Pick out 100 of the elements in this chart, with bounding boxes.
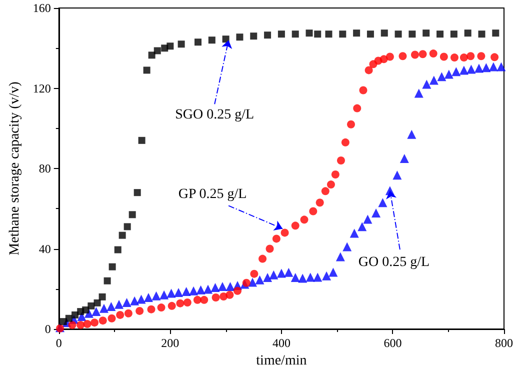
point bbox=[440, 52, 448, 61]
point bbox=[128, 211, 136, 218]
point bbox=[341, 138, 350, 146]
point bbox=[208, 36, 216, 44]
point bbox=[300, 216, 308, 224]
point bbox=[366, 30, 374, 38]
point bbox=[226, 290, 234, 299]
point bbox=[380, 55, 388, 64]
point bbox=[450, 54, 458, 62]
point bbox=[108, 314, 116, 322]
point bbox=[98, 316, 107, 325]
point bbox=[65, 314, 72, 322]
point bbox=[478, 30, 486, 38]
point bbox=[76, 320, 85, 329]
x-tick-label: 800 bbox=[495, 336, 513, 350]
x-tick-label: 0 bbox=[56, 336, 62, 350]
y-tick-label: 160 bbox=[32, 1, 51, 15]
y-tick-label: 0 bbox=[44, 322, 51, 336]
point bbox=[460, 54, 468, 62]
annotation: GO 0.25 g/L bbox=[358, 255, 430, 270]
point bbox=[148, 52, 156, 59]
point bbox=[222, 36, 230, 43]
y-tick-label: 120 bbox=[32, 81, 51, 96]
point bbox=[359, 86, 368, 94]
point bbox=[134, 189, 141, 196]
point bbox=[236, 34, 244, 41]
point bbox=[450, 30, 458, 38]
point bbox=[266, 244, 274, 253]
point bbox=[306, 30, 313, 37]
point bbox=[143, 66, 150, 74]
point bbox=[309, 207, 318, 216]
point bbox=[264, 32, 272, 39]
point bbox=[136, 306, 144, 315]
point bbox=[353, 104, 362, 112]
point bbox=[147, 305, 156, 314]
point bbox=[353, 30, 360, 37]
point bbox=[394, 30, 402, 38]
point bbox=[466, 52, 475, 60]
annotation: GP 0.25 g/L bbox=[178, 187, 247, 202]
point bbox=[118, 232, 126, 239]
point bbox=[68, 320, 76, 329]
point bbox=[183, 298, 192, 307]
point bbox=[386, 52, 394, 61]
x-tick-label: 600 bbox=[384, 336, 402, 350]
point bbox=[410, 50, 419, 59]
point bbox=[108, 263, 116, 270]
point bbox=[464, 30, 472, 37]
point bbox=[492, 30, 500, 37]
point bbox=[154, 47, 161, 54]
point bbox=[477, 52, 486, 60]
point bbox=[408, 30, 416, 38]
point bbox=[94, 299, 101, 306]
point bbox=[90, 318, 99, 327]
point bbox=[98, 293, 106, 300]
point bbox=[422, 30, 430, 37]
point bbox=[124, 223, 131, 230]
point bbox=[272, 234, 280, 243]
point bbox=[258, 254, 267, 263]
point bbox=[83, 320, 92, 328]
point bbox=[200, 296, 208, 304]
point bbox=[436, 30, 444, 38]
point bbox=[116, 310, 124, 319]
point bbox=[82, 306, 90, 314]
point bbox=[234, 286, 242, 295]
x-axis-title: time/min bbox=[256, 353, 307, 368]
y-axis-title: Methane storage capacity (v/v) bbox=[8, 81, 22, 256]
point bbox=[280, 228, 289, 237]
point bbox=[292, 30, 299, 38]
point bbox=[429, 50, 438, 58]
point bbox=[316, 198, 324, 207]
point bbox=[321, 187, 330, 196]
point bbox=[212, 294, 220, 302]
point bbox=[398, 52, 407, 60]
point bbox=[250, 270, 258, 278]
point bbox=[336, 156, 345, 164]
point bbox=[364, 66, 373, 74]
point bbox=[193, 296, 202, 304]
point bbox=[325, 30, 332, 38]
point bbox=[380, 30, 388, 37]
point bbox=[104, 277, 111, 284]
point bbox=[166, 42, 174, 50]
point bbox=[418, 50, 427, 58]
point bbox=[278, 30, 285, 38]
point bbox=[168, 302, 176, 310]
point bbox=[138, 136, 146, 144]
point bbox=[347, 120, 355, 128]
x-tick-label: 200 bbox=[161, 336, 180, 350]
point bbox=[291, 222, 300, 230]
point bbox=[124, 309, 132, 318]
point bbox=[194, 38, 202, 46]
point bbox=[339, 30, 346, 38]
point bbox=[178, 40, 185, 48]
point bbox=[331, 170, 340, 179]
annotation: SGO 0.25 g/L bbox=[175, 108, 254, 123]
point bbox=[114, 246, 122, 254]
point bbox=[176, 299, 184, 308]
point bbox=[326, 180, 335, 189]
point bbox=[157, 304, 166, 312]
point bbox=[88, 302, 95, 310]
y-tick-label: 80 bbox=[38, 162, 51, 176]
